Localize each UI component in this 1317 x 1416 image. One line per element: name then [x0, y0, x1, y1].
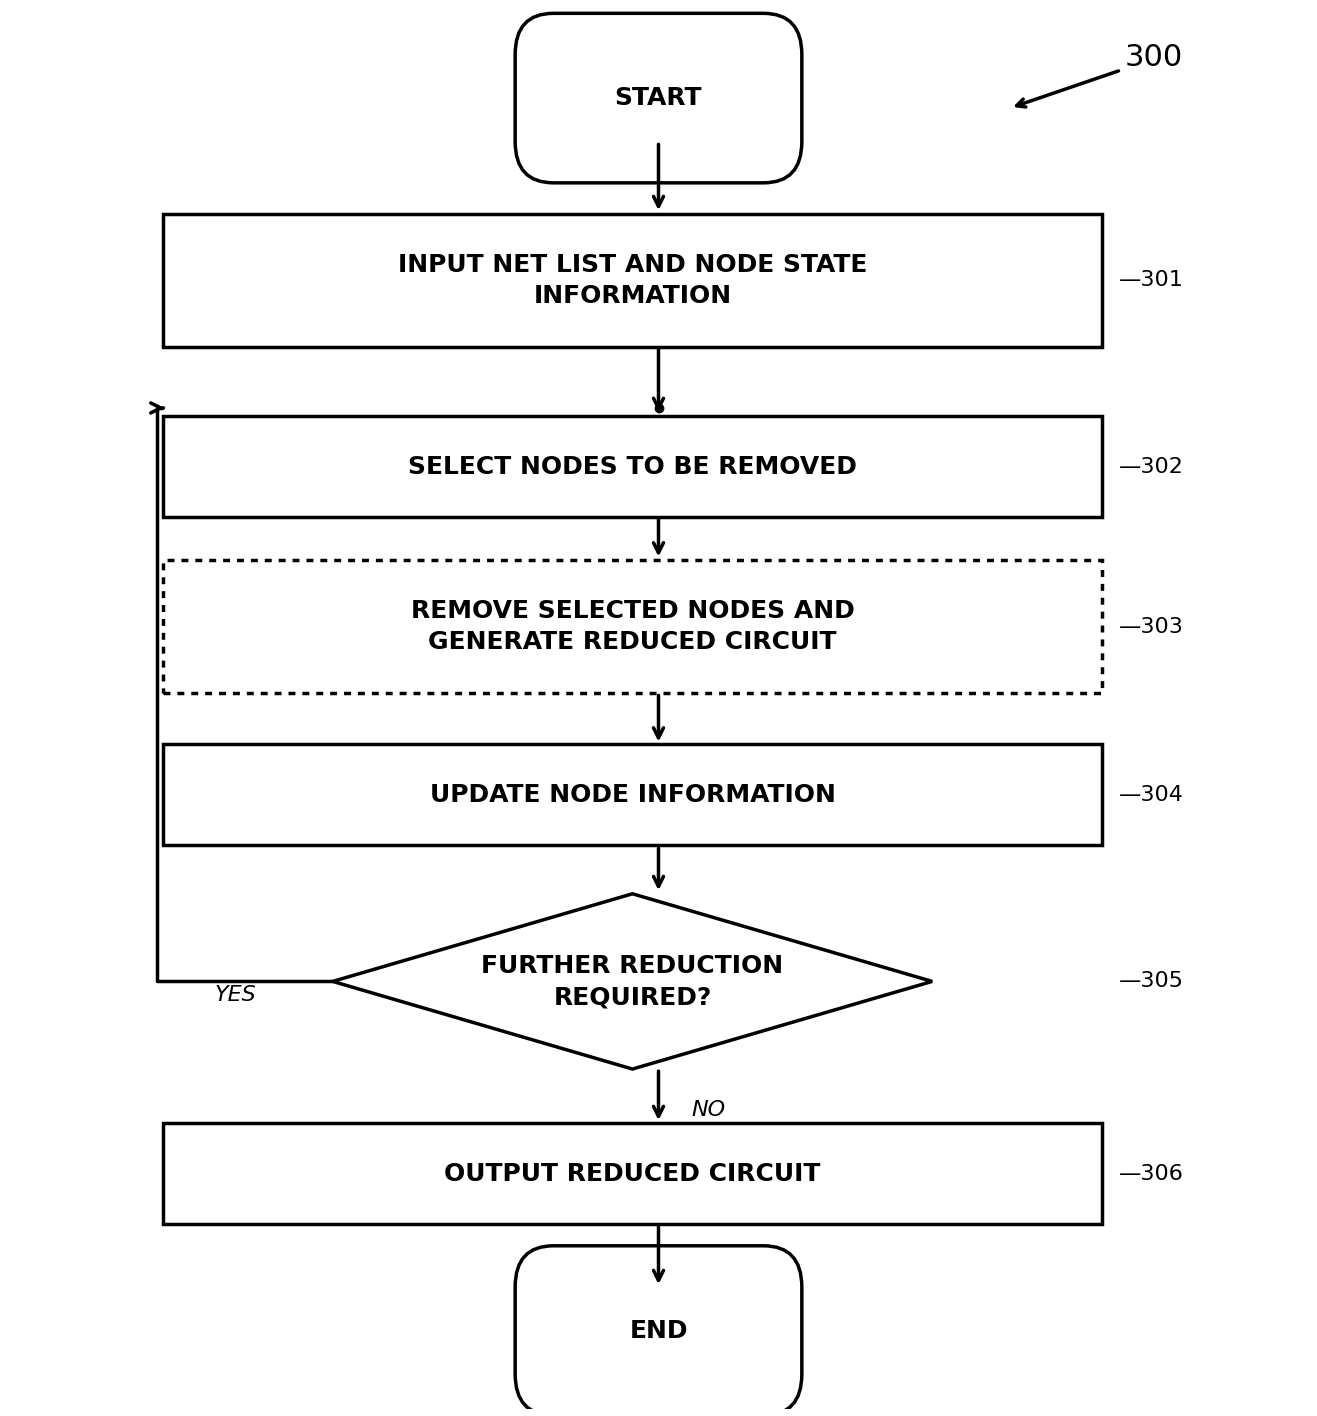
Bar [163, 214, 1101, 347]
Text: —304: —304 [1118, 784, 1184, 804]
FancyBboxPatch shape [515, 1246, 802, 1416]
Text: INPUT NET LIST AND NODE STATE
INFORMATION: INPUT NET LIST AND NODE STATE INFORMATIO… [398, 252, 867, 309]
Text: SELECT NODES TO BE REMOVED: SELECT NODES TO BE REMOVED [408, 455, 857, 479]
Text: —303: —303 [1118, 617, 1184, 637]
Text: —301: —301 [1118, 270, 1184, 290]
Bar [163, 1123, 1101, 1223]
Bar [163, 416, 1101, 517]
Text: —306: —306 [1118, 1164, 1184, 1184]
Text: REMOVE SELECTED NODES AND
GENERATE REDUCED CIRCUIT: REMOVE SELECTED NODES AND GENERATE REDUC… [411, 599, 855, 654]
FancyBboxPatch shape [515, 13, 802, 183]
Text: NO: NO [691, 1100, 726, 1120]
Polygon shape [333, 893, 932, 1069]
Text: OUTPUT REDUCED CIRCUIT: OUTPUT REDUCED CIRCUIT [444, 1161, 820, 1185]
Bar [163, 745, 1101, 845]
Text: YES: YES [215, 986, 255, 1005]
Text: FURTHER REDUCTION
REQUIRED?: FURTHER REDUCTION REQUIRED? [482, 953, 784, 1010]
Text: 300: 300 [1125, 42, 1183, 72]
Text: —302: —302 [1118, 457, 1184, 477]
Bar [163, 561, 1101, 694]
Text: START: START [615, 86, 702, 110]
Text: END: END [630, 1318, 687, 1342]
Text: —305: —305 [1118, 971, 1184, 991]
Text: UPDATE NODE INFORMATION: UPDATE NODE INFORMATION [429, 783, 835, 807]
